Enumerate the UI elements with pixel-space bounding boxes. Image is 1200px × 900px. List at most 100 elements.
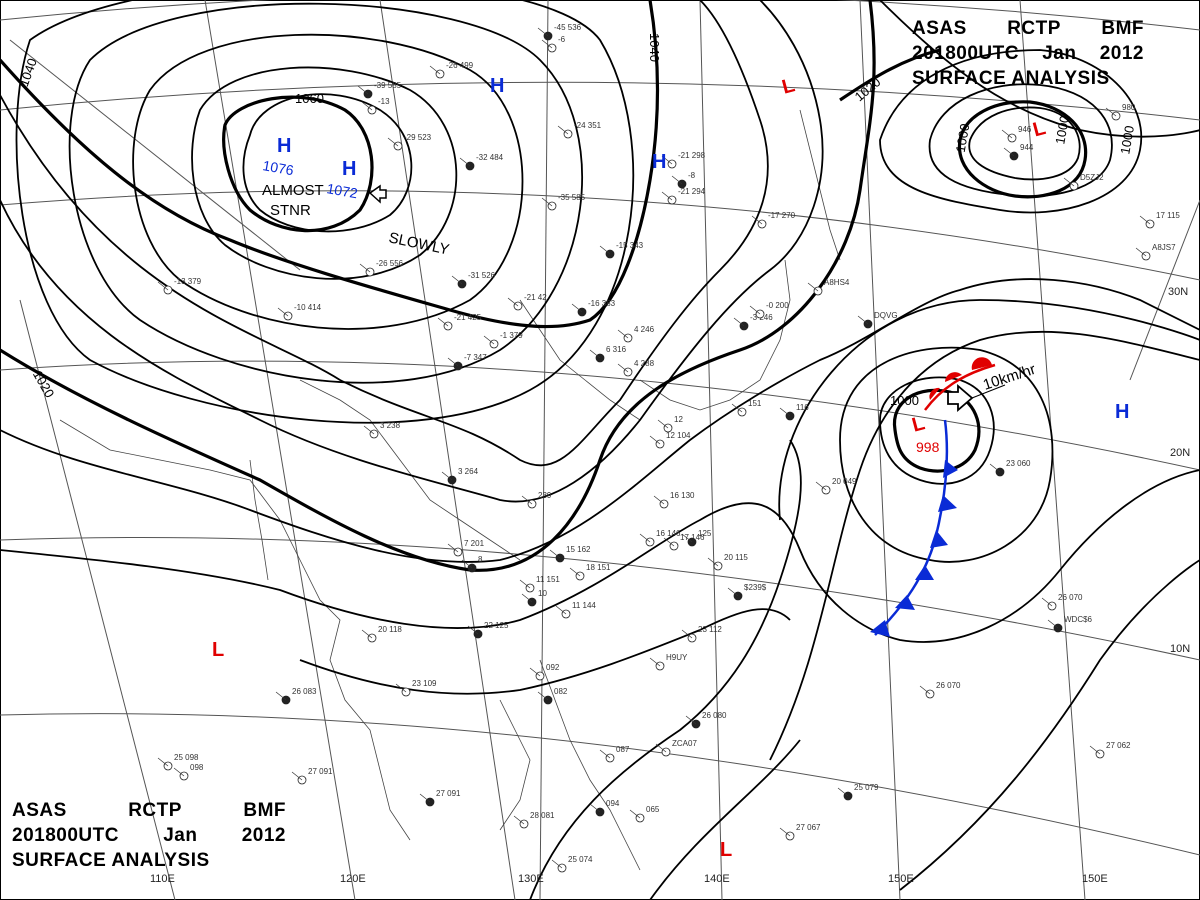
meridian-line: [9, 39, 301, 271]
meridian-line: [204, 0, 356, 900]
latitude-label: 10N: [1170, 643, 1190, 655]
isobar: [299, 608, 791, 695]
station-label: 27 091: [436, 789, 461, 798]
station-label: 17 115: [1156, 211, 1180, 220]
isobar: [839, 346, 1054, 563]
isobar: [0, 278, 1200, 563]
station-label: 26 070: [1058, 593, 1083, 602]
isobar-1060: [222, 95, 374, 233]
station-label: -35 585: [558, 193, 586, 202]
wind-barb: [513, 815, 525, 825]
isobar: [191, 66, 458, 280]
station-label: D5ZJ2: [1080, 173, 1104, 182]
low-center: L: [212, 639, 224, 661]
title-year: 2012: [1099, 43, 1144, 64]
coastline-philippines: [539, 659, 641, 871]
station-label: -13: [378, 97, 390, 106]
coastline-china: [299, 379, 521, 561]
longitude-label: 120E: [340, 873, 366, 885]
meridian-line: [379, 0, 516, 900]
wind-barb: [837, 787, 849, 797]
cold-front-triangle: [870, 620, 890, 637]
isobar-label: 1000: [1052, 114, 1072, 145]
station-label: -31 526: [468, 271, 496, 280]
wind-barb: [599, 749, 611, 759]
station-label: 092: [546, 663, 560, 672]
station-label: 16 146: [656, 529, 681, 538]
high-center: H: [1115, 401, 1129, 423]
station-label: A8JS7: [1152, 243, 1176, 252]
wind-barb: [779, 827, 791, 837]
coastline-islands: [499, 699, 531, 831]
movement-arrows: [368, 184, 1006, 412]
wind-barb: [733, 317, 745, 327]
wind-barb: [451, 275, 463, 285]
title-line-2: 201800UTC Jan 2012: [12, 823, 286, 848]
station-label: 26 080: [702, 711, 727, 720]
cold-front-triangle: [915, 565, 934, 580]
meridian-line: [1129, 199, 1200, 381]
wind-barb: [685, 715, 697, 725]
high-center: H: [652, 151, 666, 173]
title-month: Jan: [163, 825, 198, 846]
wind-barb: [459, 157, 471, 167]
station-label: 26 083: [292, 687, 317, 696]
wind-barb: [779, 407, 791, 417]
station-label: -21 42: [524, 293, 547, 302]
wind-barb: [639, 533, 651, 543]
station-label: DQVG: [874, 311, 898, 320]
isobar-1000: [957, 100, 1088, 199]
wind-barb: [989, 463, 1001, 473]
title-line-3: SURFACE ANALYSIS: [912, 68, 1110, 89]
station-label: -13 379: [174, 277, 202, 286]
wind-barb: [617, 329, 629, 339]
slowly-annotation: SLOWLY: [387, 229, 451, 258]
wind-barb: [537, 691, 549, 701]
station-label: -10 414: [294, 303, 322, 312]
wind-barb: [707, 557, 719, 567]
station-label: ZCA07: [672, 739, 697, 748]
movement-arrow-high: [368, 184, 387, 204]
wind-barb: [551, 859, 563, 869]
station-label: 4 246: [634, 325, 655, 334]
wind-barb: [617, 363, 629, 373]
station-label: -29 523: [404, 133, 432, 142]
wind-barb: [661, 191, 673, 201]
wind-barb: [521, 593, 533, 603]
station-label: 20 049: [832, 477, 857, 486]
wind-barb: [521, 495, 533, 505]
wind-barb: [629, 809, 641, 819]
wind-barb: [507, 297, 519, 307]
parallel-line: [0, 713, 1200, 856]
station-label: 18 151: [586, 563, 611, 572]
station-label: 239: [538, 491, 552, 500]
wind-barb: [519, 579, 531, 589]
longitude-label: 110E: [150, 873, 175, 885]
parallel-line: [0, 360, 1200, 471]
title-station: RCTP: [1007, 18, 1061, 39]
station-label: -21 425: [454, 313, 482, 322]
wind-barb: [275, 691, 287, 701]
warm-front-half-circle: [945, 372, 962, 382]
wind-barb: [173, 767, 185, 777]
station-label: 11 151: [536, 575, 560, 584]
station-label: 12 104: [666, 431, 691, 440]
station-label: WDC$6: [1064, 615, 1093, 624]
wind-barb: [387, 137, 399, 147]
station-label: 944: [1020, 143, 1034, 152]
title-station: RCTP: [128, 800, 182, 821]
cold-front-triangle: [938, 495, 957, 512]
station-label: 15 162: [566, 545, 591, 554]
wind-barb: [557, 125, 569, 135]
wind-barb: [599, 245, 611, 255]
wind-barb: [467, 625, 479, 635]
station-label: 4 288: [634, 359, 655, 368]
wind-barb: [649, 435, 661, 445]
station-label: 6 316: [606, 345, 627, 354]
title-code: BMF: [243, 800, 286, 821]
station-label: 7 201: [464, 539, 485, 548]
low-center-value: 998: [916, 439, 940, 455]
station-label: -15 343: [616, 241, 644, 250]
coastline-korea: [519, 299, 641, 421]
